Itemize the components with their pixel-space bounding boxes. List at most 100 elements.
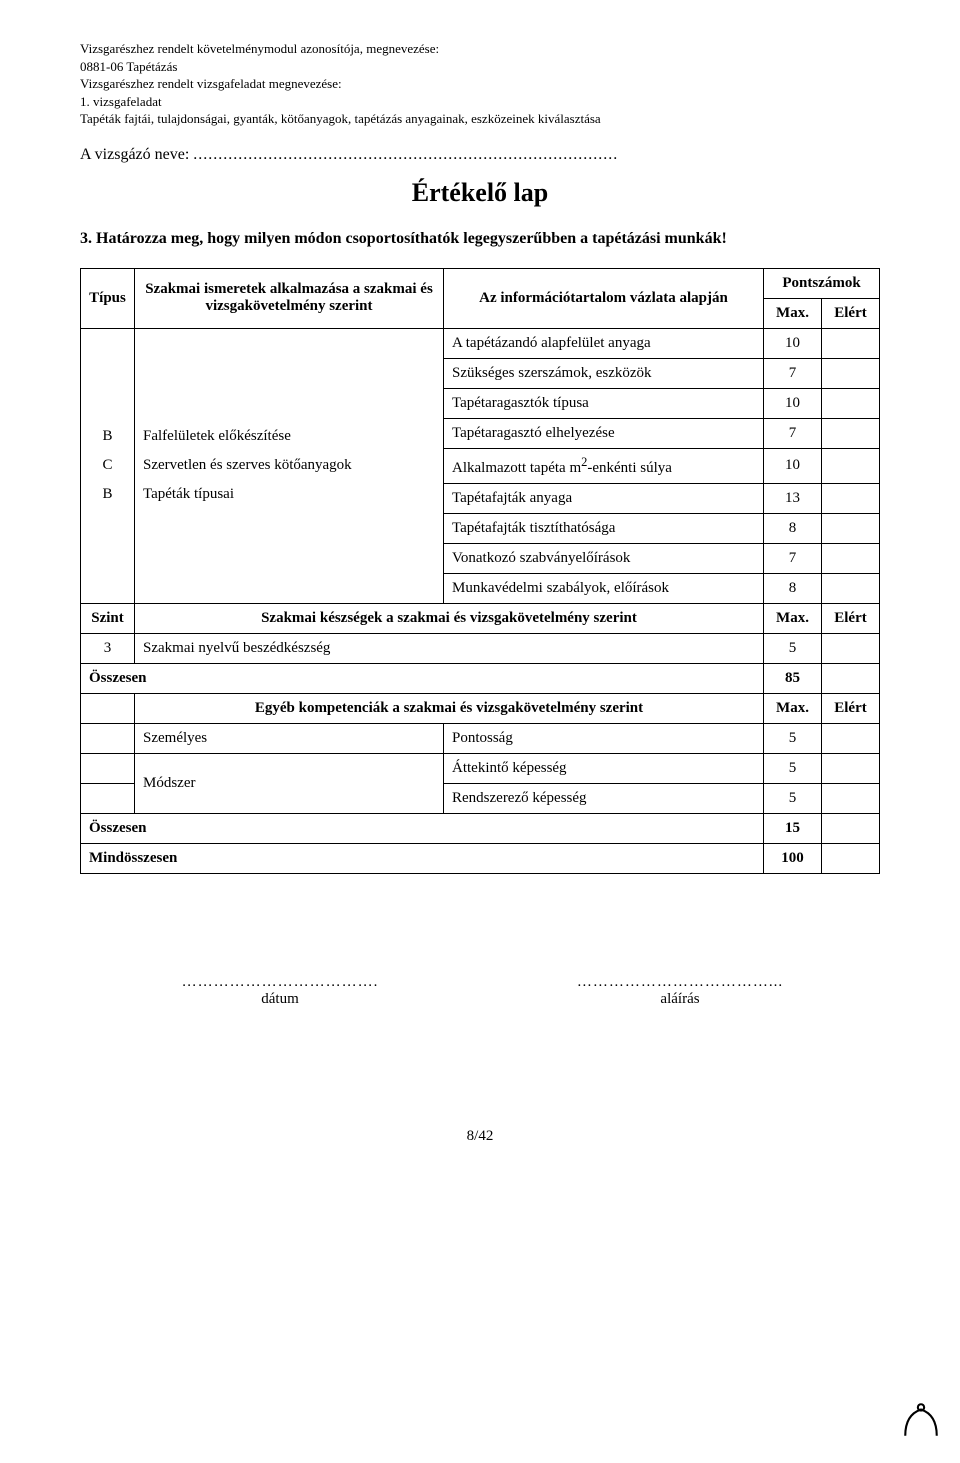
max-cell: 10: [764, 388, 822, 418]
szakmai-nyelvu: Szakmai nyelvű beszédkészség: [135, 633, 764, 663]
rendszerezo: Rendszerező képesség: [444, 783, 764, 813]
info-cell: Tapétaragasztók típusa: [444, 388, 764, 418]
egyeb-kompetenciak: Egyéb kompetenciák a szakmai és vizsgakö…: [135, 693, 764, 723]
egyeb-max: Max.: [764, 693, 822, 723]
sign-label: aláírás: [550, 991, 810, 1008]
szakmai-keszsegek: Szakmai készségek a szakmai és vizsgaköv…: [135, 603, 764, 633]
elert-label: Elért: [822, 603, 880, 633]
header-line-2: 0881-06 Tapétázás: [80, 58, 880, 76]
table-row-egyeb-header: Egyéb kompetenciák a szakmai és vizsgakö…: [81, 693, 880, 723]
header-line-4: 1. vizsgafeladat: [80, 93, 880, 111]
signature-sign-block: ………………………………... aláírás: [550, 974, 810, 1008]
date-label: dátum: [150, 991, 410, 1008]
elert-cell: [822, 328, 880, 358]
max-cell: 13: [764, 483, 822, 513]
max-cell: 7: [764, 358, 822, 388]
elert-cell: [822, 633, 880, 663]
osszesen1: Összesen: [81, 663, 764, 693]
info-cell: Vonatkozó szabványelőírások: [444, 543, 764, 573]
level-3: 3: [81, 633, 135, 663]
max-cell: 8: [764, 573, 822, 603]
table-row-mindosszesen: Mindösszesen 100: [81, 843, 880, 873]
max-label: Max.: [764, 603, 822, 633]
rendszerezo-pts: 5: [764, 783, 822, 813]
candidate-name-label: A vizsgázó neve:: [80, 146, 189, 163]
col-elert: Elért: [822, 298, 880, 328]
type-b2: B: [81, 480, 134, 509]
info-cell: Tapétafajták tisztíthatósága: [444, 513, 764, 543]
type-merged-cell: B C B: [81, 328, 135, 603]
info-cell: Alkalmazott tapéta m2-enkénti súlya: [444, 448, 764, 483]
mindosszesen-pts: 100: [764, 843, 822, 873]
max-cell: 7: [764, 543, 822, 573]
sign-dots: ………………………………...: [550, 974, 810, 991]
elert-cell: [822, 843, 880, 873]
col-max: Max.: [764, 298, 822, 328]
attekinto-pts: 5: [764, 753, 822, 783]
elert-cell: [822, 723, 880, 753]
info-cell: Tapétafajták anyaga: [444, 483, 764, 513]
table-row-osszesen1: Összesen 85: [81, 663, 880, 693]
max-cell: 10: [764, 328, 822, 358]
attekinto: Áttekintő képesség: [444, 753, 764, 783]
max-cell: 7: [764, 418, 822, 448]
col-tipus: Típus: [81, 268, 135, 328]
elert-cell: [822, 663, 880, 693]
elert-cell: [822, 783, 880, 813]
pontossag: Pontosság: [444, 723, 764, 753]
date-dots: ……………………………….: [150, 974, 410, 991]
table-row: Módszer Áttekintő képesség 5: [81, 753, 880, 783]
max-cell: 8: [764, 513, 822, 543]
elert-cell: [822, 813, 880, 843]
info-cell: Szükséges szerszámok, eszközök: [444, 358, 764, 388]
page-title: Értékelő lap: [80, 178, 880, 208]
elert-cell: [822, 358, 880, 388]
question-text: 3. Határozza meg, hogy milyen módon csop…: [80, 230, 880, 248]
col-szakmai: Szakmai ismeretek alkalmazása a szakmai …: [135, 268, 444, 328]
modszer: Módszer: [135, 753, 444, 813]
empty-cell: [81, 753, 135, 783]
szakmai-b1: Falfelületek előkészítése: [135, 422, 443, 451]
elert-cell: [822, 513, 880, 543]
header-line-3: Vizsgarészhez rendelt vizsgafeladat megn…: [80, 75, 880, 93]
elert-cell: [822, 483, 880, 513]
osszesen1-pts: 85: [764, 663, 822, 693]
table-row: B C B Falfelületek előkészítése Szervetl…: [81, 328, 880, 358]
elert-cell: [822, 448, 880, 483]
szakmai-nyelvu-pts: 5: [764, 633, 822, 663]
info-cell: A tapétázandó alapfelület anyaga: [444, 328, 764, 358]
elert-cell: [822, 388, 880, 418]
candidate-name-dots: ........................................…: [193, 146, 618, 163]
evaluation-table: Típus Szakmai ismeretek alkalmazása a sz…: [80, 268, 880, 874]
elert-cell: [822, 418, 880, 448]
table-header-row-1: Típus Szakmai ismeretek alkalmazása a sz…: [81, 268, 880, 298]
type-c: C: [81, 451, 134, 480]
col-pontszamok: Pontszámok: [764, 268, 880, 298]
osszesen2-pts: 15: [764, 813, 822, 843]
szint-label: Szint: [81, 603, 135, 633]
signature-row: ………………………………. dátum ………………………………... aláí…: [80, 974, 880, 1008]
module-header: Vizsgarészhez rendelt követelménymodul a…: [80, 40, 880, 128]
table-row-szint-header: Szint Szakmai készségek a szakmai és viz…: [81, 603, 880, 633]
header-line-1: Vizsgarészhez rendelt követelménymodul a…: [80, 40, 880, 58]
osszesen2: Összesen: [81, 813, 764, 843]
pontossag-pts: 5: [764, 723, 822, 753]
egyeb-elert: Elért: [822, 693, 880, 723]
col-info: Az információtartalom vázlata alapján: [444, 268, 764, 328]
info-cell: Munkavédelmi szabályok, előírások: [444, 573, 764, 603]
empty-cell: [81, 693, 135, 723]
szakmai-b2: Tapéták típusai: [135, 480, 443, 509]
elert-cell: [822, 753, 880, 783]
szakmai-c: Szervetlen és szerves kötőanyagok: [135, 451, 443, 480]
empty-cell: [81, 783, 135, 813]
elert-cell: [822, 543, 880, 573]
mindosszesen: Mindösszesen: [81, 843, 764, 873]
table-row: Személyes Pontosság 5: [81, 723, 880, 753]
type-b1: B: [81, 422, 134, 451]
page-logo-icon: [900, 1399, 942, 1441]
table-row-osszesen2: Összesen 15: [81, 813, 880, 843]
table-row: 3 Szakmai nyelvű beszédkészség 5: [81, 633, 880, 663]
szemelyes: Személyes: [135, 723, 444, 753]
signature-date-block: ………………………………. dátum: [150, 974, 410, 1008]
szakmai-merged-cell: Falfelületek előkészítése Szervetlen és …: [135, 328, 444, 603]
